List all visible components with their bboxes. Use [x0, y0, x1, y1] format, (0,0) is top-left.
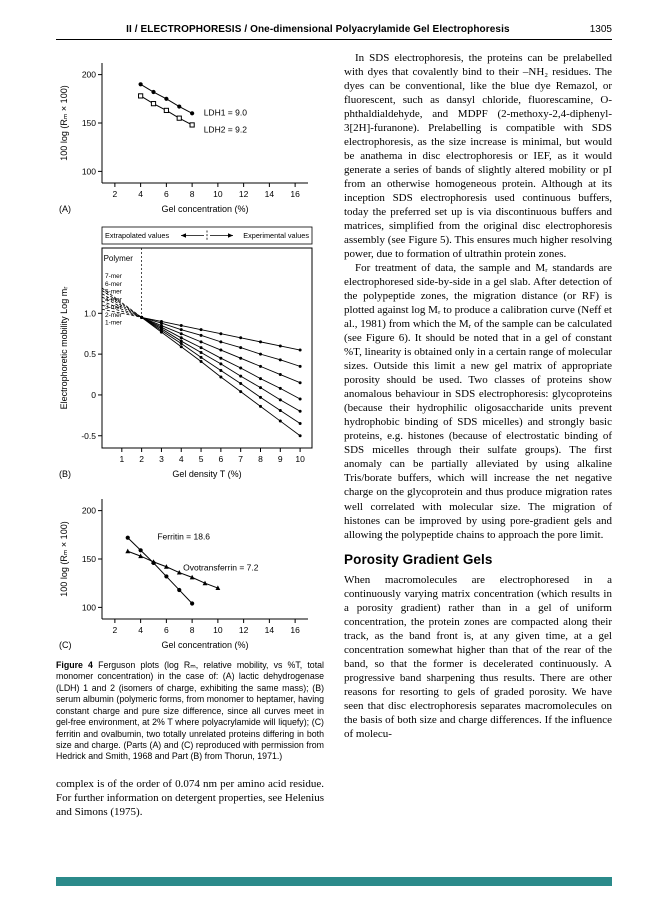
svg-text:100 log (Rₘ × 100): 100 log (Rₘ × 100)	[59, 521, 69, 596]
svg-text:100: 100	[82, 166, 96, 176]
svg-text:14: 14	[265, 189, 275, 199]
figure4-caption-label: Figure 4	[56, 660, 93, 670]
svg-text:4: 4	[138, 625, 143, 635]
figure4-panel-b-chart: 1 2 3 4 5 6 7 8 9 10 1.0 0.5 0 -0.5 Gel density T (%) E…	[59, 226, 313, 479]
svg-text:Experimental values: Experimental values	[243, 231, 309, 240]
svg-text:1: 1	[119, 454, 124, 464]
figure4-panel-a-chart: 2 4 6 8 10 12 14 16 100 150 200 Gel concentration (…	[59, 63, 308, 214]
left-column-paragraph: complex is of the order of 0.074 nm per …	[56, 777, 324, 818]
svg-text:100: 100	[82, 602, 96, 612]
svg-text:200: 200	[82, 506, 96, 516]
svg-text:8: 8	[258, 454, 263, 464]
svg-text:Ferritin = 18.6: Ferritin = 18.6	[157, 532, 210, 542]
svg-text:0: 0	[91, 390, 96, 400]
paragraph-sds-prelabelling: In SDS electrophoresis, the proteins can…	[344, 52, 612, 261]
figure4-caption: Figure 4 Ferguson plots (log Rₘ, relativ…	[56, 660, 324, 763]
svg-text:Ovotransferrin = 7.2: Ovotransferrin = 7.2	[183, 563, 259, 573]
two-column-layout: 2 4 6 8 10 12 14 16 100 150 200 Gel concentration (…	[56, 51, 612, 819]
figure4: 2 4 6 8 10 12 14 16 100 150 200 Gel concentration (…	[56, 51, 324, 655]
svg-text:8: 8	[190, 189, 195, 199]
svg-text:10: 10	[213, 189, 223, 199]
svg-text:3: 3	[159, 454, 164, 464]
svg-text:2: 2	[139, 454, 144, 464]
svg-text:1.0: 1.0	[84, 308, 96, 318]
header-title: II / ELECTROPHORESIS / One-dimensional P…	[126, 24, 510, 35]
svg-text:(C): (C)	[59, 640, 72, 650]
svg-text:6-mer: 6-mer	[105, 281, 123, 288]
svg-text:4: 4	[179, 454, 184, 464]
svg-text:12: 12	[239, 625, 249, 635]
svg-text:Gel concentration (%): Gel concentration (%)	[161, 640, 248, 650]
svg-text:2-mer: 2-mer	[105, 312, 123, 319]
svg-text:6: 6	[219, 454, 224, 464]
svg-text:6: 6	[164, 625, 169, 635]
svg-text:5-mer: 5-mer	[105, 289, 123, 296]
svg-text:LDH2 = 9.2: LDH2 = 9.2	[204, 125, 248, 135]
svg-text:7-mer: 7-mer	[105, 273, 123, 280]
svg-text:4-mer: 4-mer	[105, 296, 123, 303]
svg-text:Polymer: Polymer	[104, 254, 134, 263]
svg-text:Extrapolated values: Extrapolated values	[105, 231, 169, 240]
svg-text:4: 4	[138, 189, 143, 199]
right-column: In SDS electrophoresis, the proteins can…	[344, 51, 612, 819]
section-heading-porosity-gradient-gels: Porosity Gradient Gels	[344, 551, 493, 567]
svg-text:10: 10	[295, 454, 305, 464]
left-column: 2 4 6 8 10 12 14 16 100 150 200 Gel concentration (…	[56, 51, 324, 819]
svg-text:LDH1 = 9.0: LDH1 = 9.0	[204, 107, 248, 117]
svg-text:7: 7	[238, 454, 243, 464]
footer-bar	[56, 877, 612, 886]
svg-text:200: 200	[82, 70, 96, 80]
svg-text:2: 2	[113, 625, 118, 635]
svg-text:1-mer: 1-mer	[105, 320, 123, 327]
svg-text:14: 14	[265, 625, 275, 635]
figure4-caption-text: Ferguson plots (log Rₘ, relative mobilit…	[56, 660, 324, 762]
svg-text:0.5: 0.5	[84, 349, 96, 359]
svg-text:12: 12	[239, 189, 249, 199]
svg-text:9: 9	[278, 454, 283, 464]
svg-text:8: 8	[190, 625, 195, 635]
svg-text:(A): (A)	[59, 204, 71, 214]
svg-text:100 log (Rₘ × 100): 100 log (Rₘ × 100)	[59, 85, 69, 160]
svg-text:150: 150	[82, 118, 96, 128]
svg-text:2: 2	[113, 189, 118, 199]
svg-text:16: 16	[290, 625, 300, 635]
svg-text:16: 16	[290, 189, 300, 199]
svg-text:150: 150	[82, 554, 96, 564]
svg-text:6: 6	[164, 189, 169, 199]
svg-text:Electrophoretic mobility Log: Electrophoretic mobility Log mᵣ	[59, 287, 69, 410]
svg-text:Gel concentration (%): Gel concentration (%)	[161, 204, 248, 214]
svg-text:10: 10	[213, 625, 223, 635]
paragraph-porosity-gradient: When macromolecules are electrophoresed …	[344, 573, 612, 740]
svg-text:-0.5: -0.5	[81, 431, 96, 441]
paragraph-data-treatment: For treatment of data, the sample and Mᵣ…	[344, 262, 612, 541]
svg-text:(B): (B)	[59, 469, 71, 479]
running-header: II / ELECTROPHORESIS / One-dimensional P…	[56, 24, 612, 40]
header-page-number: 1305	[589, 24, 612, 35]
svg-text:3-mer: 3-mer	[105, 304, 123, 311]
svg-text:Gel density T (%): Gel density T (%)	[172, 469, 241, 479]
figure4-panel-c-chart: 2 4 6 8 10 12 14 16 100 150 200 Gel concentration (…	[59, 499, 308, 650]
svg-text:5: 5	[199, 454, 204, 464]
